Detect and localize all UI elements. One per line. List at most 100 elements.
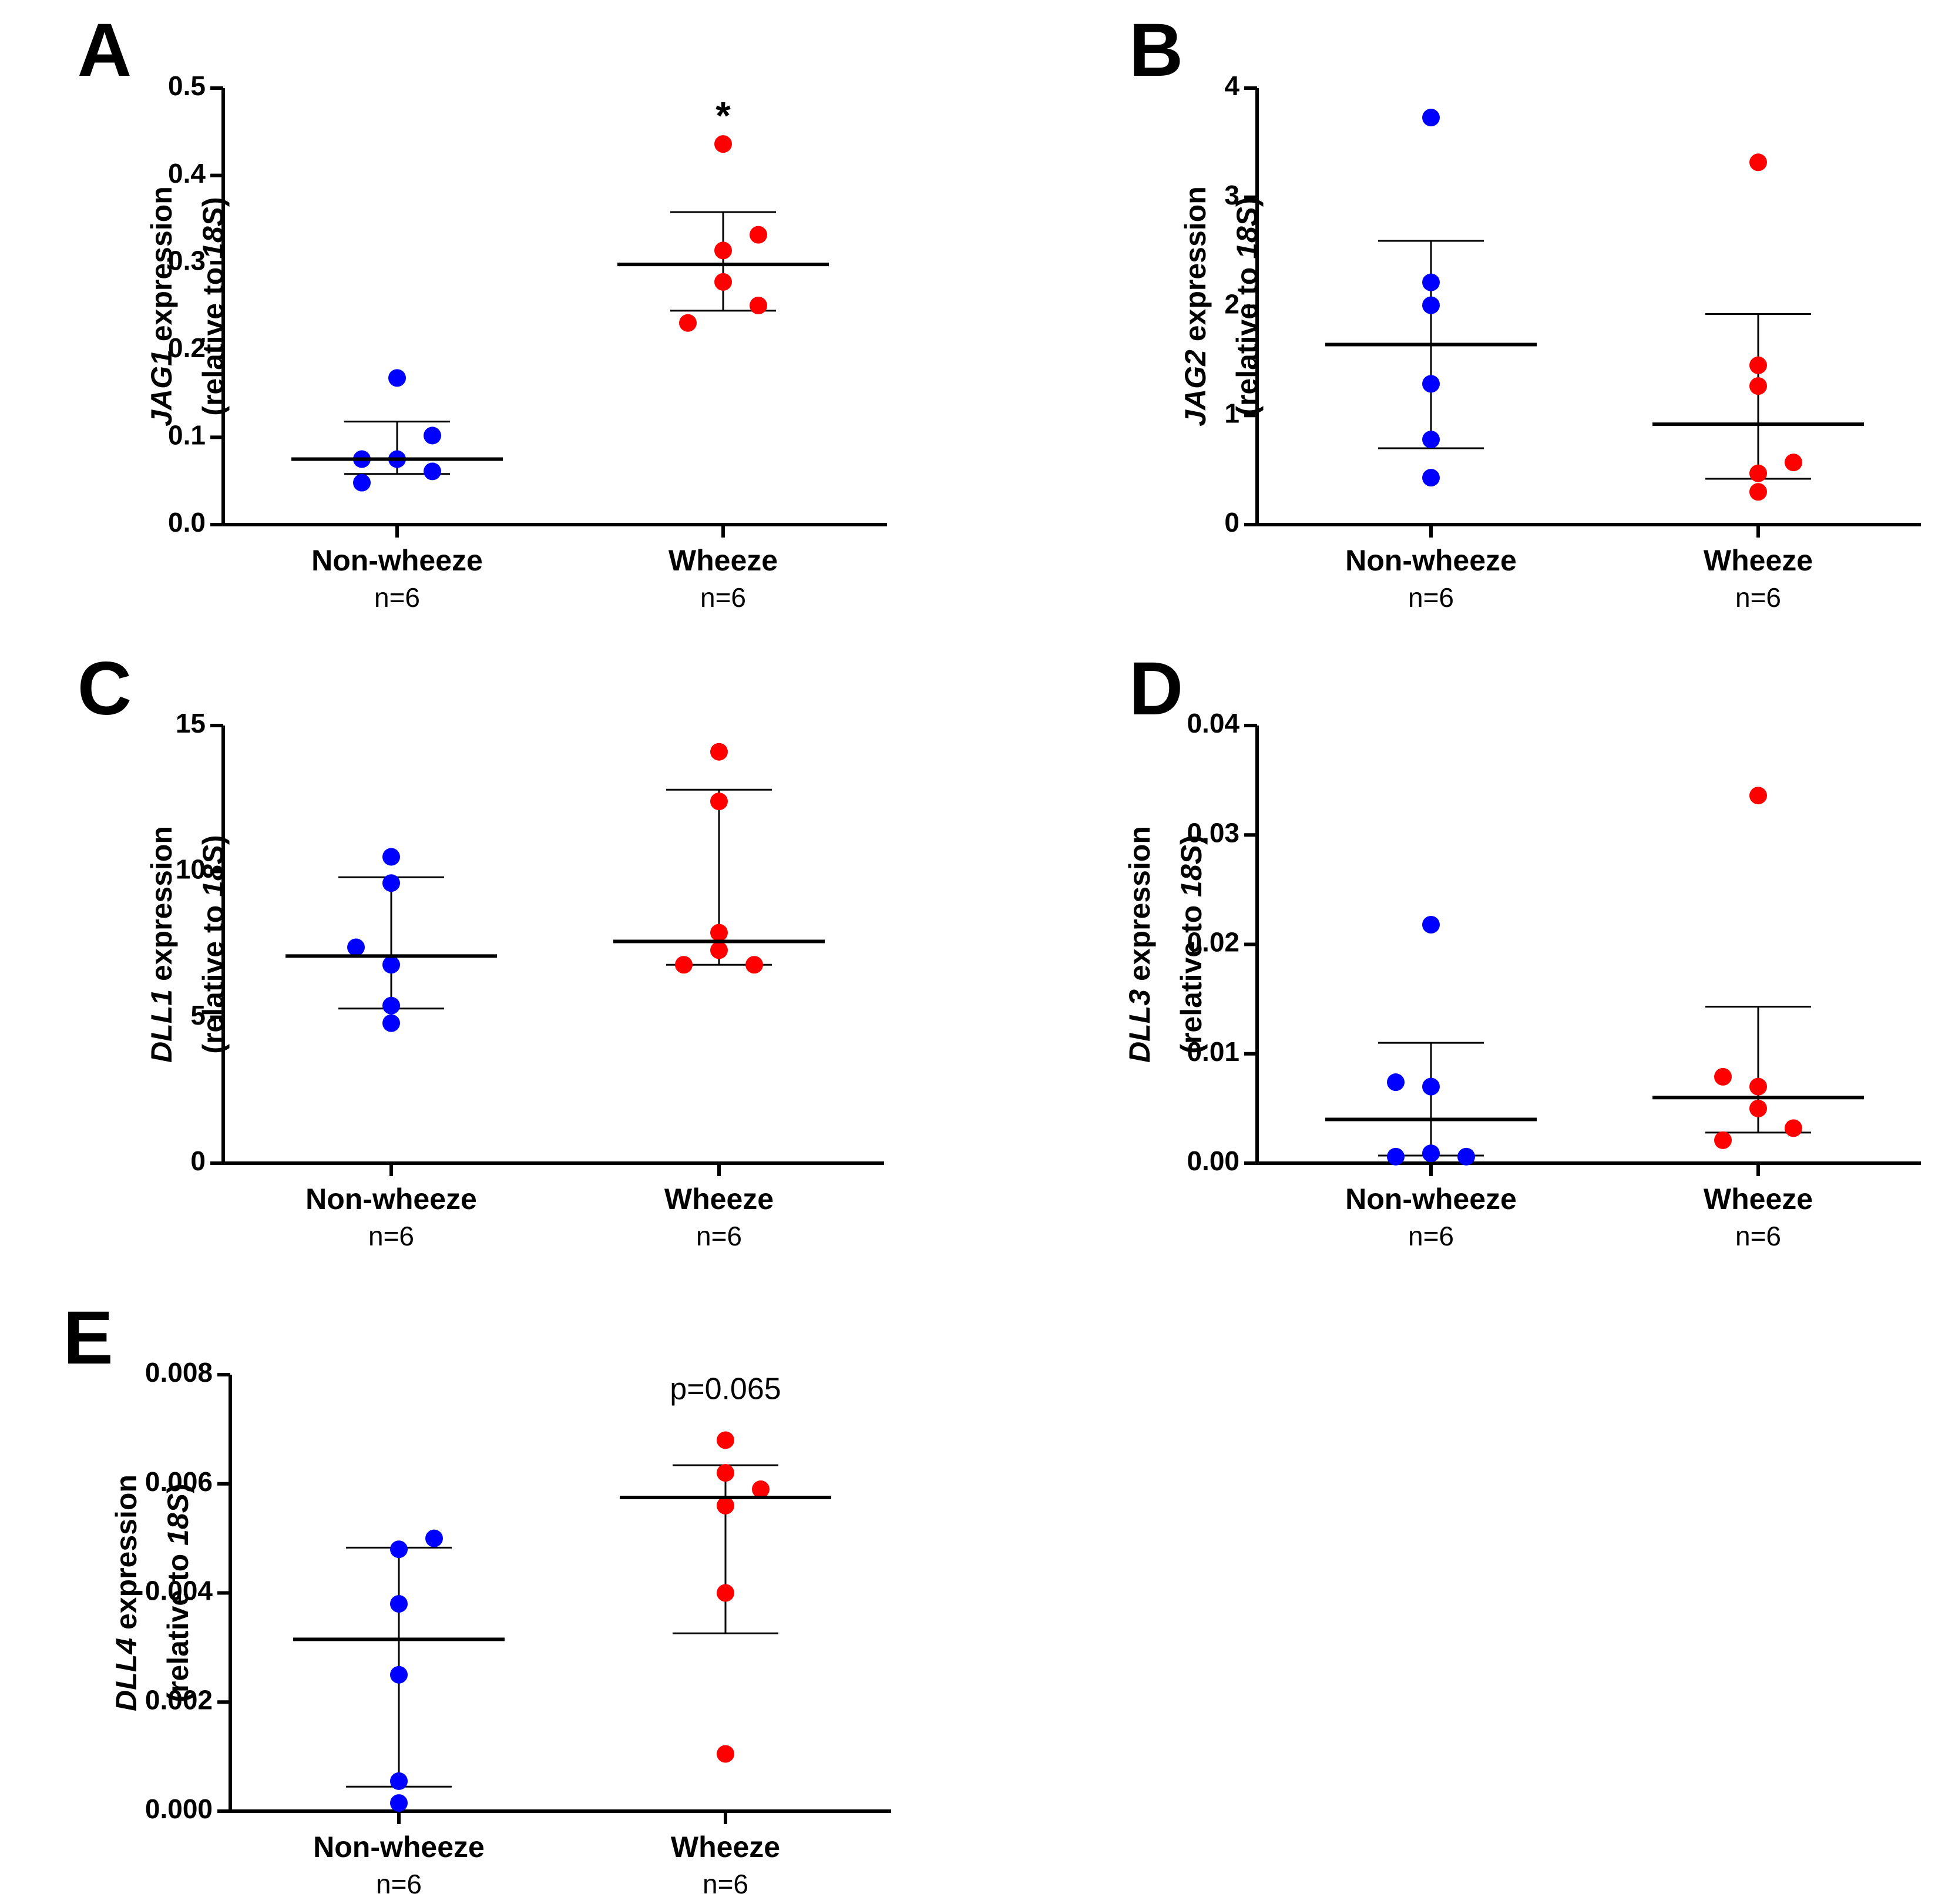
x-tick-label: Non-wheeze: [1345, 544, 1517, 577]
data-point: [714, 273, 732, 291]
y-tick-label: 0.01: [1187, 1036, 1239, 1067]
y-axis-gene: JAG1: [145, 350, 178, 427]
n-label: n=6: [374, 582, 420, 613]
data-point: [425, 1529, 443, 1547]
x-tick-label: Wheeze: [664, 1183, 774, 1215]
y-axis-ref-prefix: (relative to: [1175, 897, 1208, 1054]
y-axis-ref-suffix: ): [162, 1483, 194, 1493]
y-axis-ref: 18S: [1175, 845, 1208, 897]
n-label: n=6: [696, 1221, 742, 1251]
y-tick-label: 4: [1224, 70, 1239, 101]
y-axis-suffix: expression: [1179, 186, 1212, 350]
data-point: [710, 743, 728, 761]
data-point: [717, 1496, 734, 1515]
data-point: [745, 956, 763, 974]
data-point: [750, 226, 767, 244]
data-point: [1422, 296, 1440, 314]
n-label: n=6: [1735, 1221, 1781, 1251]
y-tick-label: 1: [1224, 398, 1239, 428]
y-axis-label-line1: DLL3 expression: [1123, 826, 1156, 1063]
data-point: [1387, 1147, 1405, 1166]
y-axis-ref-suffix: ): [1175, 835, 1208, 845]
n-label: n=6: [700, 582, 746, 613]
panel-e: E 0.000 0.002 0.004 0.006 0.008 DLL4 expressio…: [63, 1296, 891, 1899]
y-tick-label: 0.5: [168, 70, 206, 101]
data-point: [717, 1464, 734, 1482]
panel-letter-c: C: [78, 647, 132, 731]
data-point: [717, 1431, 734, 1449]
y-tick-label: 0.0: [168, 507, 206, 538]
x-tick-label: Non-wheeze: [1345, 1183, 1517, 1215]
data-point: [1749, 356, 1767, 374]
y-tick-label: 0.4: [168, 158, 206, 189]
panel-letter-b: B: [1129, 8, 1183, 92]
x-tick-label: Non-wheeze: [305, 1183, 477, 1215]
data-point: [424, 427, 441, 445]
panel-letter-d: D: [1129, 647, 1183, 731]
y-axis-ref: 18S: [197, 207, 230, 259]
y-tick-label: 5: [190, 1000, 206, 1030]
y-tick-label: 0.002: [145, 1684, 213, 1715]
data-point: [347, 938, 365, 956]
x-tick-label: Wheeze: [669, 544, 778, 577]
data-point: [710, 924, 728, 942]
y-axis-ref-suffix: ): [1231, 197, 1264, 207]
data-point: [1749, 377, 1767, 395]
data-point: [1785, 454, 1802, 472]
y-axis-label-line2: (relative to 18S): [197, 835, 230, 1053]
data-point: [675, 956, 693, 974]
data-point: [710, 941, 728, 959]
y-axis-ref: 18S: [197, 845, 230, 897]
data-point: [752, 1480, 770, 1499]
n-label: n=6: [1735, 582, 1781, 613]
y-axis-label-line2: (relative to 18S): [197, 197, 230, 415]
data-point: [1422, 431, 1440, 449]
y-axis-ref: 18S: [1231, 207, 1264, 259]
y-tick-label: 0.00: [1187, 1146, 1239, 1176]
data-point: [750, 297, 767, 315]
data-point: [679, 314, 697, 332]
data-point: [710, 793, 728, 811]
x-tick-label: Wheeze: [671, 1831, 780, 1863]
y-axis-ref-prefix: (relative to: [1231, 259, 1264, 416]
n-label: n=6: [368, 1221, 414, 1251]
y-tick-label: 0: [1224, 507, 1239, 538]
y-axis-suffix: expression: [1123, 826, 1156, 989]
y-axis-label-line1: JAG2 expression: [1179, 186, 1212, 427]
data-point: [390, 1540, 408, 1559]
y-tick-label: 0.03: [1187, 817, 1239, 848]
x-tick-label: Non-wheeze: [311, 544, 483, 577]
y-tick-label: 0.02: [1187, 927, 1239, 958]
y-tick-label: 0.006: [145, 1466, 213, 1497]
y-tick-label: 0: [190, 1146, 206, 1176]
y-tick-label: 0.000: [145, 1794, 213, 1824]
significance-annotation: p=0.065: [670, 1372, 781, 1406]
panel-b: B 0 1 2 3 4 JAG2 expression (relative to 18S) No…: [1129, 8, 1921, 613]
y-axis-label-line1: JAG1 expression: [145, 186, 178, 427]
y-axis-label-line2: (relative to 18S): [1231, 197, 1264, 415]
data-point: [1714, 1067, 1732, 1086]
data-point: [714, 241, 732, 260]
y-tick-label: 3: [1224, 180, 1239, 210]
data-point: [717, 1745, 734, 1763]
y-axis-suffix: expression: [145, 186, 178, 350]
data-point: [1749, 1099, 1767, 1117]
n-label: n=6: [1408, 582, 1454, 613]
data-point: [382, 1014, 400, 1032]
x-tick-label: Wheeze: [1704, 1183, 1813, 1215]
data-point: [424, 462, 441, 481]
data-point: [1422, 469, 1440, 487]
data-point: [382, 848, 400, 866]
panel-a: A 0.0 0.1 0.2 0.3 0.4 0.5 JAG1 expression (relat…: [78, 8, 887, 613]
y-tick-label: 2: [1224, 289, 1239, 320]
x-tick-label: Non-wheeze: [313, 1831, 485, 1863]
data-point: [1387, 1073, 1405, 1092]
data-point: [390, 1794, 408, 1812]
n-label: n=6: [1408, 1221, 1454, 1251]
data-point: [717, 1584, 734, 1602]
y-tick-label: 15: [176, 708, 206, 738]
n-label: n=6: [376, 1869, 422, 1899]
data-point: [1749, 464, 1767, 482]
y-tick-label: 0.004: [145, 1576, 213, 1606]
